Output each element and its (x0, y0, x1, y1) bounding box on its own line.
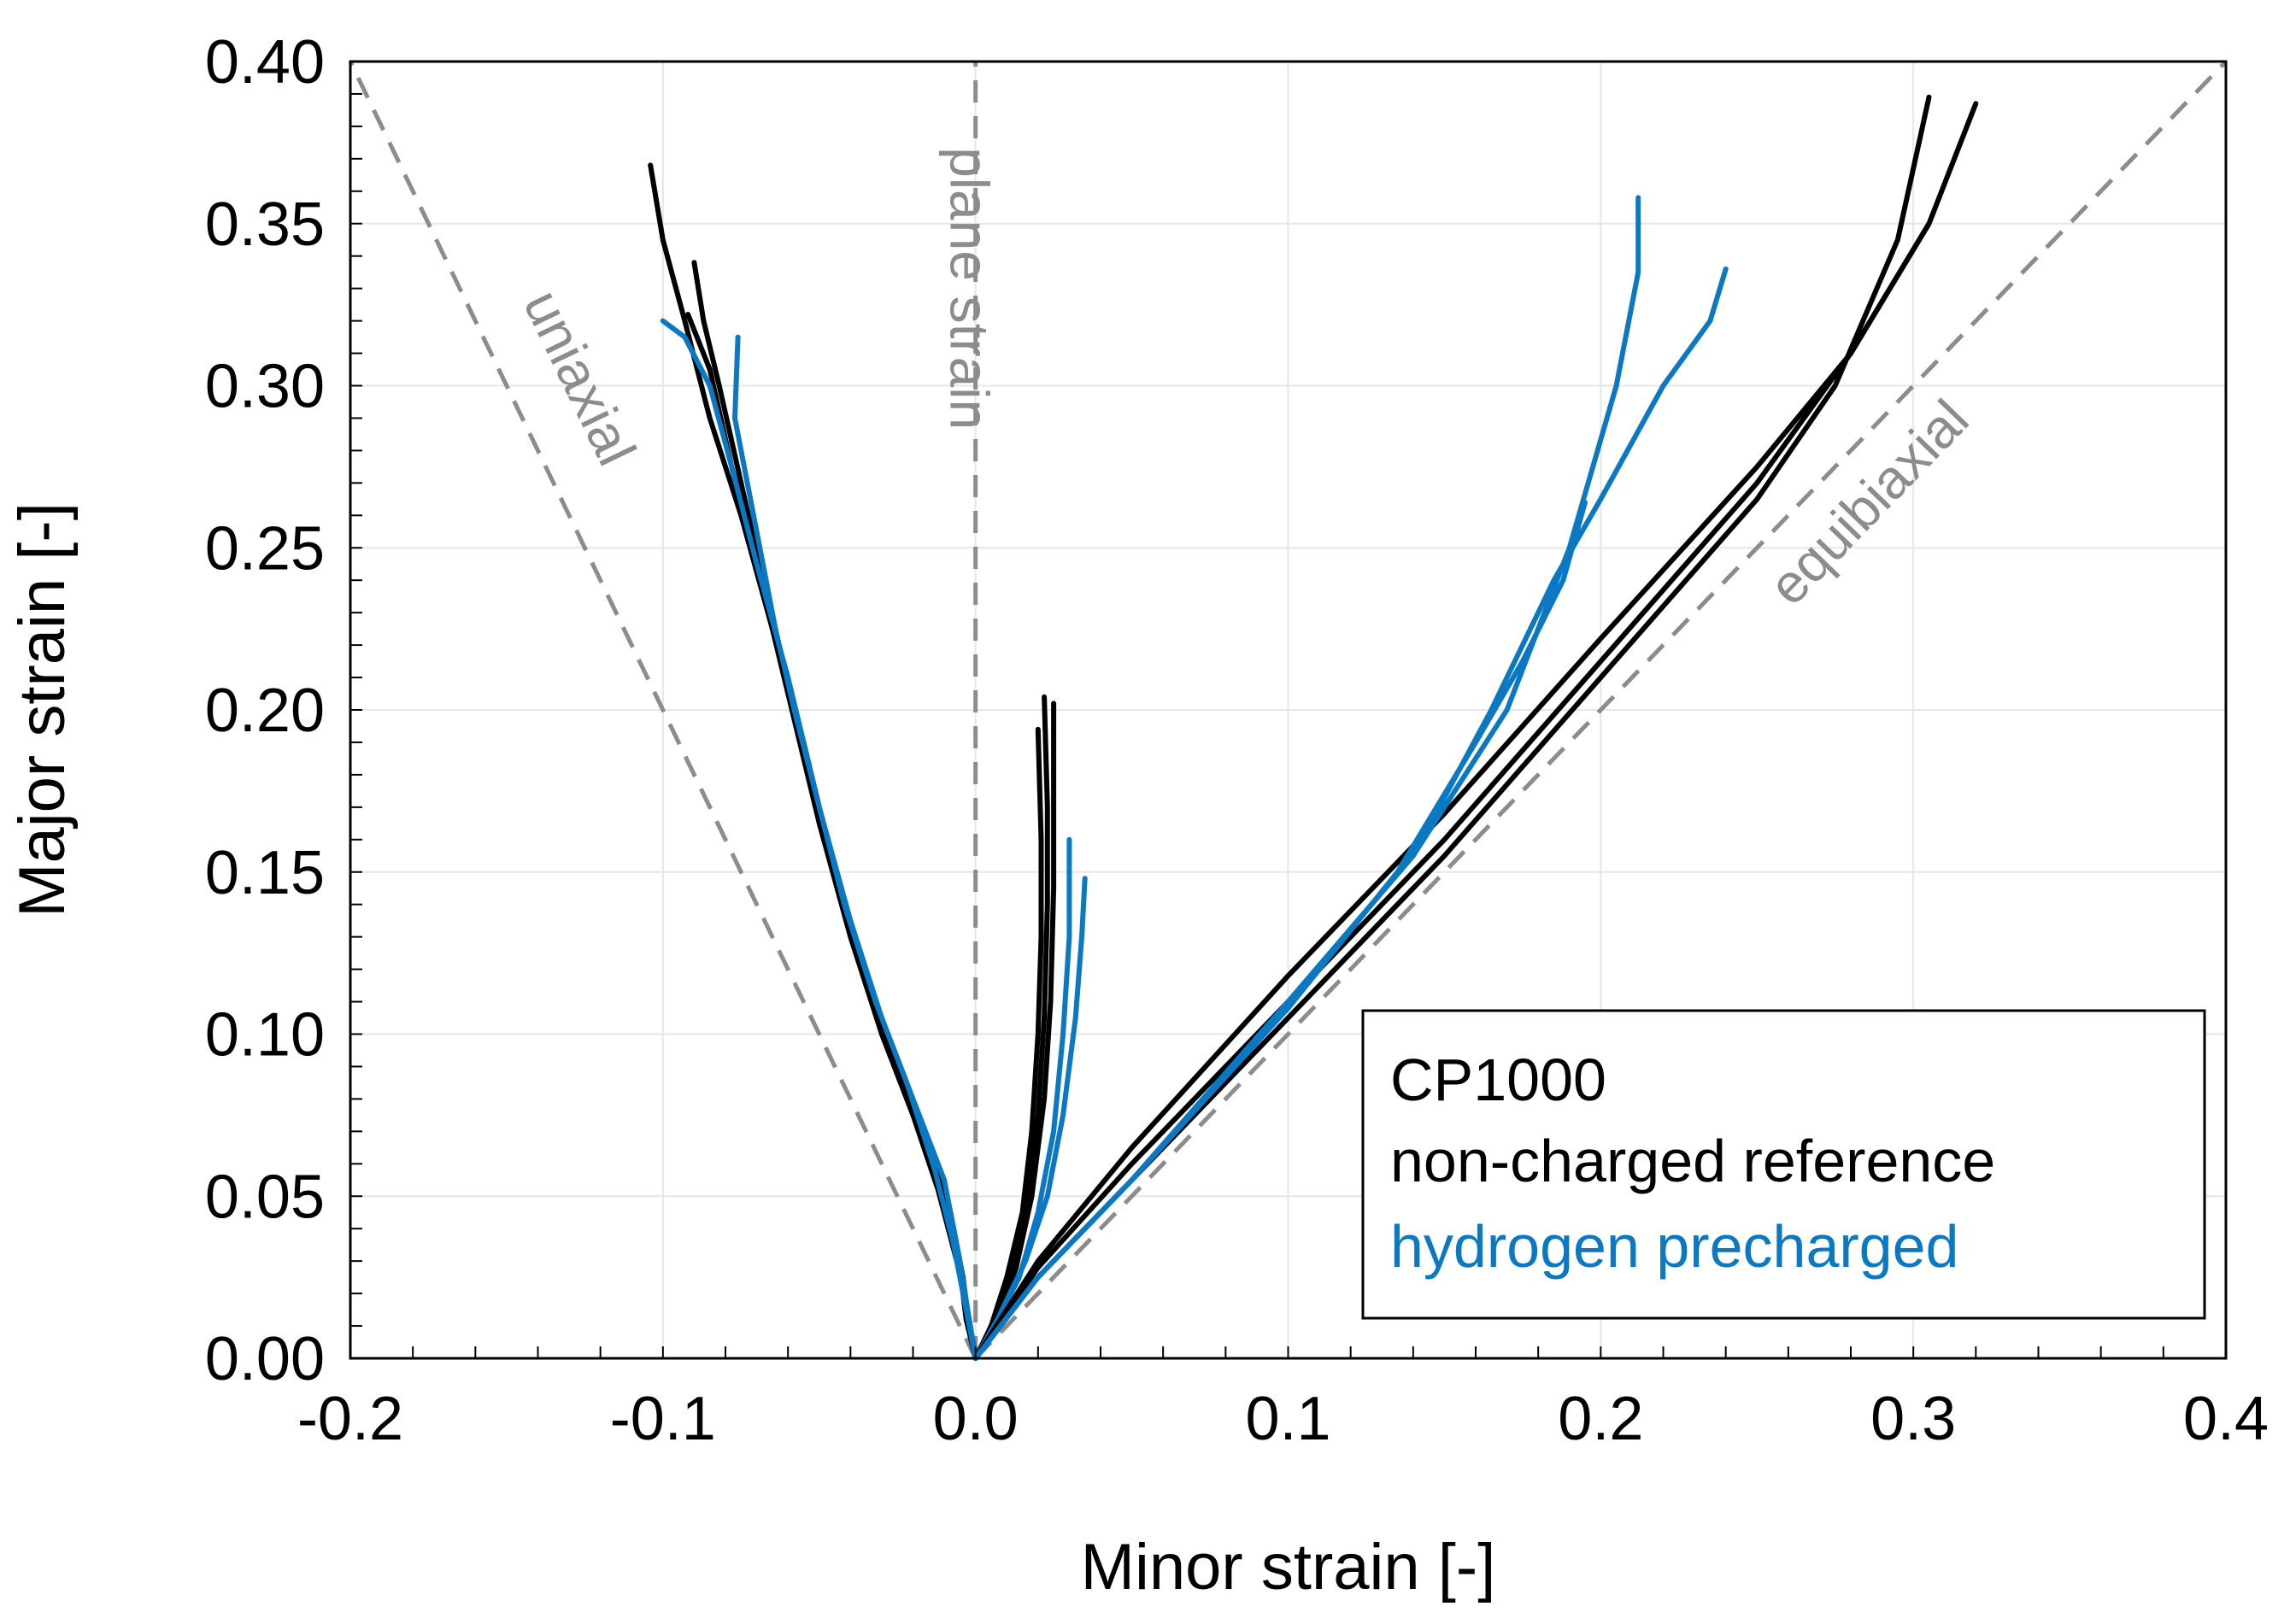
tick-labels: -0.2 -0.1 0.0 0.1 0.2 0.3 0.4 0.00 0.05 0.10 0.15 0… (205, 28, 2269, 1453)
series-precharged-15 (972, 500, 1588, 1361)
x-tick-label: 0.1 (1245, 1385, 1330, 1453)
series-reference-6 (972, 694, 1050, 1361)
uniaxial-reference-line (348, 60, 978, 1360)
x-axis-title: Minor strain [-] (1081, 1531, 1496, 1603)
x-tick-label: 0.3 (1870, 1385, 1956, 1453)
x-tick-label: 0.4 (2183, 1385, 2269, 1453)
legend: CP1000 non-charged reference hydrogen pr… (1361, 1009, 2206, 1320)
y-tick-label: 0.35 (205, 191, 325, 259)
x-tick-label: 0.0 (933, 1385, 1019, 1453)
x-tick-label: 0.2 (1558, 1385, 1643, 1453)
legend-entry-precharged: hydrogen precharged (1390, 1213, 1958, 1280)
x-tick-label: -0.2 (297, 1385, 403, 1453)
y-tick-label: 0.30 (205, 353, 325, 421)
series-reference-12 (972, 220, 1932, 1361)
y-tick-label: 0.25 (205, 514, 325, 583)
y-axis-title: Major strain [-] (6, 502, 79, 918)
legend-entry-reference: non-charged reference (1390, 1128, 1995, 1194)
legend-box (1361, 1009, 2206, 1320)
y-tick-label: 0.40 (205, 28, 325, 97)
series-precharged-4 (732, 334, 978, 1361)
legend-title: CP1000 (1390, 1047, 1606, 1113)
y-tick-label: 0.05 (205, 1163, 325, 1231)
plane-strain-label: plane strain (938, 147, 1000, 430)
reference-lines (348, 60, 2228, 1360)
data-series (648, 94, 1979, 1361)
x-tick-label: -0.1 (610, 1385, 716, 1453)
axis-ticks (349, 61, 2227, 1359)
y-tick-label: 0.15 (205, 839, 325, 907)
y-tick-label: 0.20 (205, 677, 325, 745)
equibiaxial-reference-line (973, 60, 2228, 1360)
y-tick-label: 0.10 (205, 1001, 325, 1070)
y-tick-label: 0.00 (205, 1325, 325, 1393)
series-precharged-9 (972, 876, 1088, 1361)
